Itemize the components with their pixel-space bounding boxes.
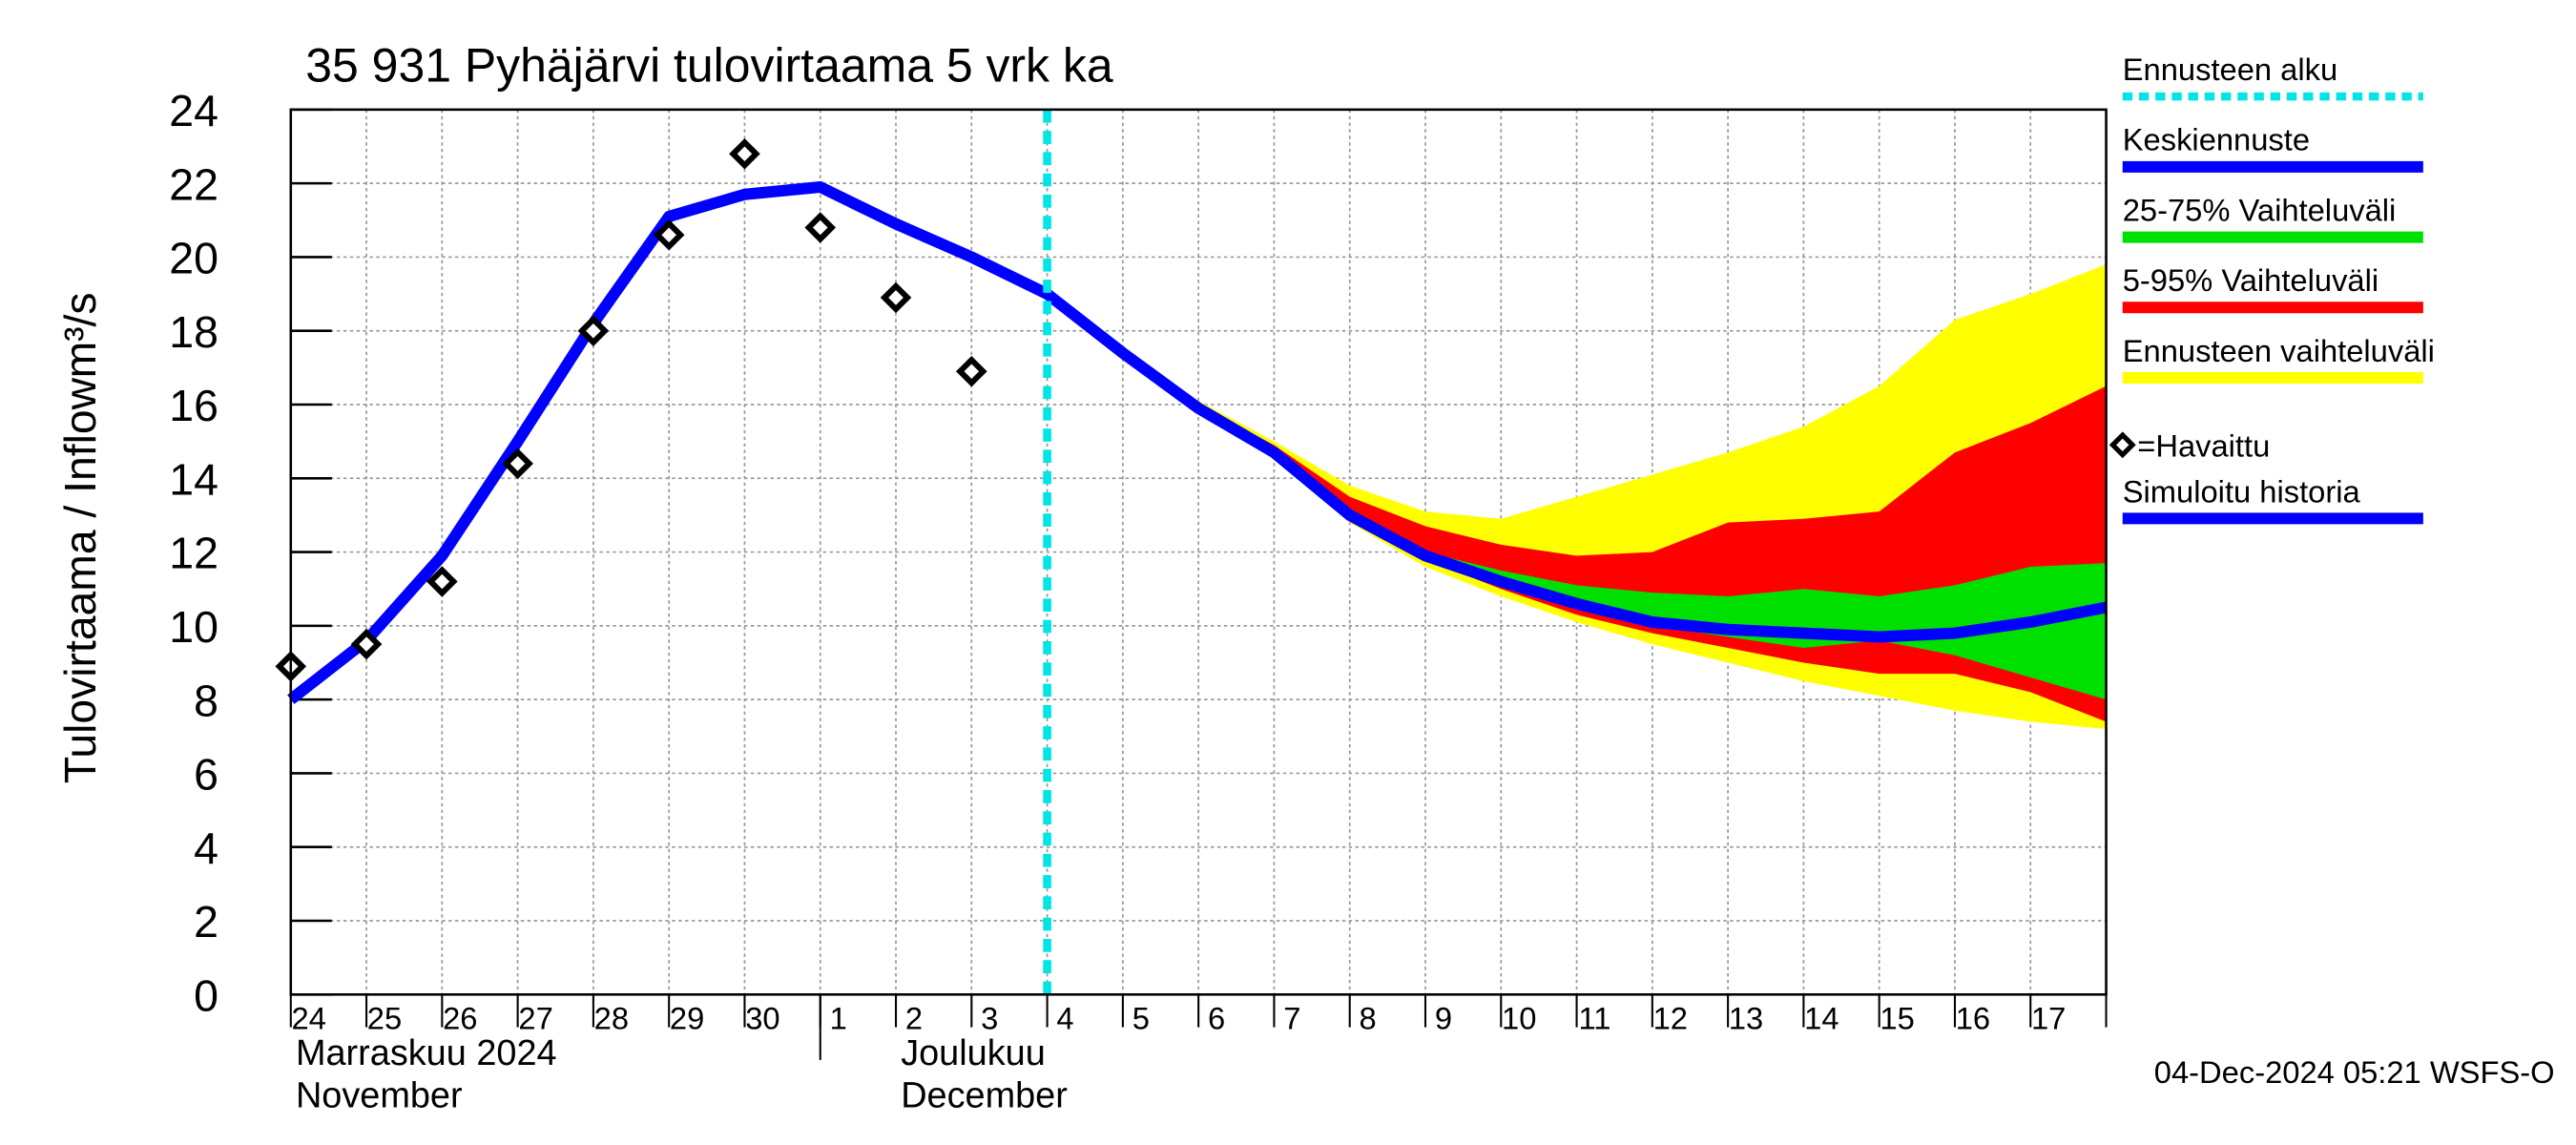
observed-point <box>577 315 610 346</box>
y-tick-label: 14 <box>169 455 218 505</box>
legend-label: 5-95% Vaihteluväli <box>2123 262 2379 298</box>
observed-point <box>502 448 533 480</box>
x-tick-label: 6 <box>1208 1000 1225 1035</box>
x-tick-label: 12 <box>1653 1000 1688 1035</box>
observed-point <box>880 281 912 314</box>
legend-label: 25-75% Vaihteluväli <box>2123 192 2397 227</box>
plot-frame <box>289 108 2108 996</box>
x-tick-label: 9 <box>1435 1000 1452 1035</box>
month-label-en: December <box>901 1076 1068 1116</box>
observed-point <box>729 137 760 170</box>
x-tick-label: 15 <box>1880 1000 1914 1035</box>
y-tick-label: 20 <box>169 234 218 283</box>
observed-point <box>955 355 987 387</box>
band <box>1047 294 2107 700</box>
observed-point <box>653 219 685 251</box>
x-tick-label: 30 <box>745 1000 779 1035</box>
series-line <box>287 181 1050 704</box>
y-tick-label: 18 <box>169 307 218 357</box>
legend-label: Ennusteen alku <box>2123 52 2337 87</box>
x-tick-label: 7 <box>1283 1000 1300 1035</box>
x-tick-label: 11 <box>1579 1000 1611 1035</box>
x-tick-label: 29 <box>670 1000 704 1035</box>
x-tick-label: 14 <box>1804 1000 1839 1035</box>
x-tick-label: 5 <box>1132 1000 1150 1035</box>
y-tick-label: 2 <box>194 897 218 947</box>
legend-label: Ennusteen vaihteluväli <box>2123 333 2435 368</box>
x-tick-label: 4 <box>1056 1000 1073 1035</box>
series-line <box>1043 289 2108 643</box>
legend-label: =Havaittu <box>2137 427 2270 463</box>
y-tick-label: 8 <box>194 676 218 725</box>
y-tick-label: 4 <box>194 823 218 873</box>
chart-title: 35 931 Pyhäjärvi tulovirtaama 5 vrk ka <box>305 39 1113 93</box>
x-tick-label: 16 <box>1956 1000 1990 1035</box>
legend-label: Simuloitu historia <box>2123 473 2361 509</box>
y-axis-unit: m³/s <box>55 292 105 378</box>
observed-point <box>804 212 837 243</box>
y-tick-label: 22 <box>169 159 218 209</box>
x-tick-label: 10 <box>1502 1000 1536 1035</box>
x-tick-label: 27 <box>518 1000 552 1035</box>
x-tick-label: 26 <box>443 1000 477 1035</box>
month-label: Joulukuu <box>901 1033 1046 1073</box>
x-tick-label: 2 <box>905 1000 923 1035</box>
y-tick-label: 10 <box>169 602 218 652</box>
y-tick-label: 12 <box>169 529 218 578</box>
y-tick-label: 24 <box>169 86 218 135</box>
legend-label: Keskiennuste <box>2123 122 2310 157</box>
observed-point <box>350 628 383 660</box>
y-tick-label: 0 <box>194 971 218 1021</box>
x-tick-label: 13 <box>1729 1000 1763 1035</box>
y-axis-label: Tulovirtaama / Inflow <box>55 377 105 783</box>
y-tick-label: 16 <box>169 381 218 430</box>
x-tick-label: 3 <box>981 1000 998 1035</box>
x-tick-label: 24 <box>292 1000 326 1035</box>
y-tick-label: 6 <box>194 750 218 800</box>
legend-marker <box>2109 431 2136 459</box>
month-label-en: November <box>296 1076 463 1116</box>
x-tick-label: 17 <box>2031 1000 2066 1035</box>
x-tick-label: 28 <box>594 1000 629 1035</box>
month-label: Marraskuu 2024 <box>296 1033 557 1073</box>
observed-point <box>426 566 458 597</box>
timestamp: 04-Dec-2024 05:21 WSFS-O <box>2154 1054 2555 1090</box>
x-tick-label: 25 <box>367 1000 402 1035</box>
x-tick-label: 8 <box>1360 1000 1377 1035</box>
x-tick-label: 1 <box>830 1000 847 1035</box>
